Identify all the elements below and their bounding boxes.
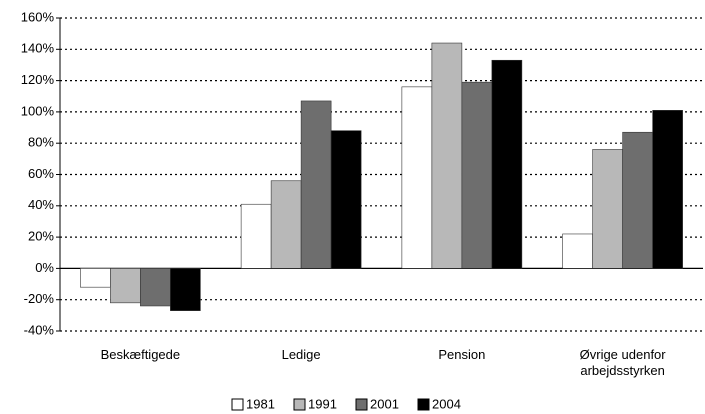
legend-label: 2004	[432, 396, 461, 411]
bar	[652, 110, 683, 269]
y-tick-label: 160%	[21, 9, 55, 24]
bar	[330, 130, 362, 269]
y-tick-label: 140%	[21, 41, 55, 56]
bar	[140, 268, 171, 307]
y-tick-label: 80%	[28, 135, 54, 150]
y-tick-label: -40%	[24, 322, 55, 337]
legend-label: 1981	[246, 396, 275, 411]
bar	[491, 59, 523, 269]
legend-swatch	[231, 398, 244, 411]
y-tick-label: 20%	[28, 229, 54, 244]
bar	[461, 81, 493, 269]
bar	[401, 86, 433, 269]
legend-swatch	[417, 398, 430, 411]
legend-label: 1991	[308, 396, 337, 411]
legend-swatch	[355, 398, 368, 411]
legend-swatch	[293, 398, 306, 411]
x-tick-label: Pension	[438, 347, 486, 362]
bar	[622, 131, 653, 269]
x-tick-label: Øvrige udenfor arbejdsstyrken	[579, 347, 666, 378]
bar	[431, 42, 463, 269]
y-tick-label: 60%	[28, 166, 54, 181]
bar	[592, 149, 623, 269]
legend-label: 2001	[370, 396, 399, 411]
bar	[240, 203, 272, 269]
bar	[562, 233, 593, 269]
y-tick-label: 100%	[21, 103, 55, 118]
bar	[110, 268, 141, 304]
y-tick-label: 120%	[21, 72, 55, 87]
y-tick-label: -20%	[24, 291, 55, 306]
bar	[270, 180, 302, 269]
bar	[170, 268, 201, 311]
y-tick-label: 40%	[28, 197, 54, 212]
x-tick-label: Ledige	[281, 347, 321, 362]
y-tick-label: 0%	[35, 260, 54, 275]
bar	[300, 100, 332, 269]
x-tick-label: Beskæftigede	[100, 347, 181, 362]
bar	[80, 268, 111, 288]
